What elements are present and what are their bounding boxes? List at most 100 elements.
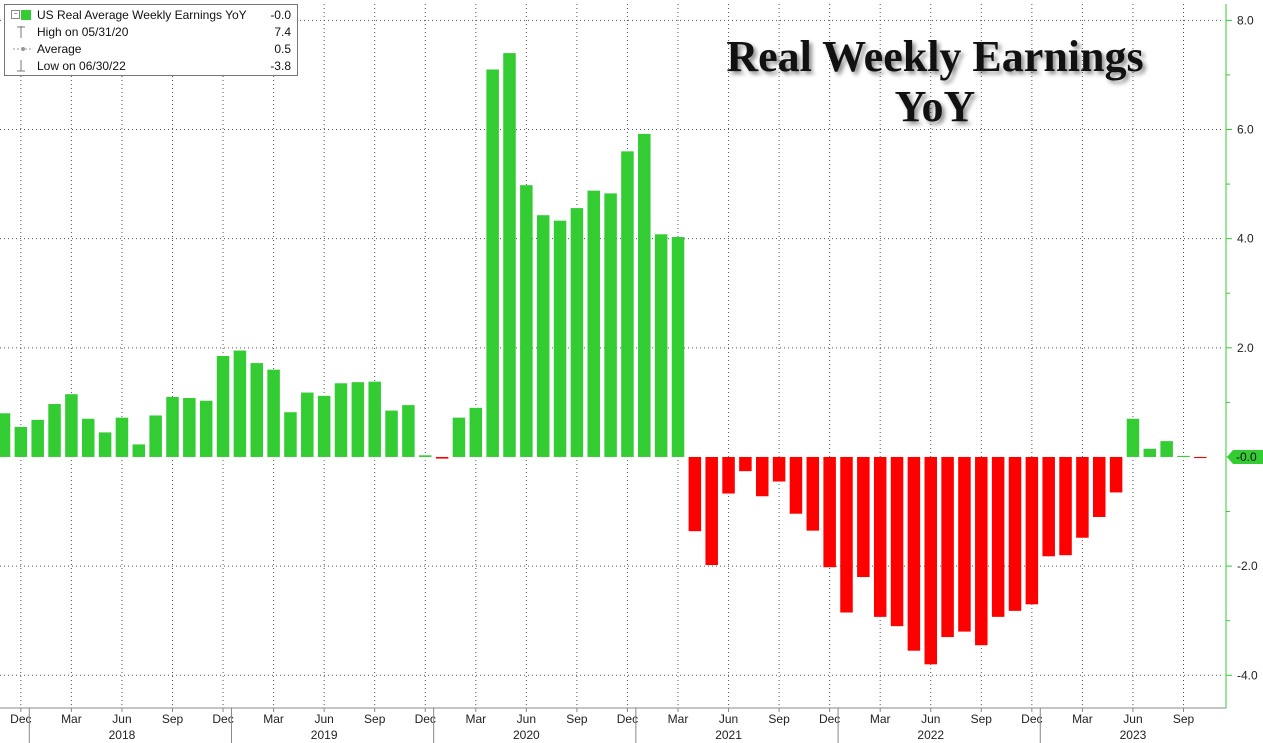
x-year-label: 2018	[109, 728, 136, 742]
bar	[638, 133, 651, 457]
bar	[958, 456, 971, 632]
x-tick-label: Mar	[668, 712, 689, 726]
legend-high-label: High on 05/31/20	[37, 25, 129, 39]
bar	[435, 456, 449, 459]
x-tick-label: Jun	[112, 712, 131, 726]
chart-title-line-1: Real Weekly Earnings	[726, 32, 1144, 81]
legend-series-value: -0.0	[270, 8, 291, 22]
bar	[132, 444, 146, 457]
bar	[941, 456, 954, 638]
bar	[267, 369, 280, 457]
green-swatch-icon	[21, 10, 31, 20]
bar	[772, 456, 786, 482]
bar	[654, 234, 668, 457]
bar	[705, 456, 718, 566]
bar	[924, 456, 937, 665]
y-tick-label: 4.0	[1237, 232, 1254, 246]
bar	[890, 456, 904, 627]
legend-high-row: High on 05/31/20 7.4	[11, 24, 291, 40]
bar	[402, 405, 415, 457]
bar	[317, 395, 331, 457]
y-tick-label: -2.0	[1237, 559, 1258, 573]
legend-low-label: Low on 06/30/22	[37, 59, 126, 73]
bar	[1160, 441, 1173, 457]
x-tick-label: Sep	[566, 712, 588, 726]
x-tick-label: Jun	[1123, 712, 1142, 726]
x-year-label: 2021	[715, 728, 742, 742]
low-marker-icon	[11, 58, 35, 74]
bar	[183, 398, 196, 457]
bar	[0, 413, 11, 457]
legend-average-row: Average 0.5	[11, 41, 291, 57]
y-tick-label: 2.0	[1237, 341, 1254, 355]
bar	[604, 193, 617, 457]
last-value-tag	[1227, 449, 1263, 464]
bar	[385, 410, 398, 457]
x-year-label: 2020	[513, 728, 540, 742]
bar	[688, 456, 702, 532]
bar	[756, 456, 769, 497]
bar	[216, 356, 230, 457]
bar	[149, 415, 162, 457]
x-tick-label: Sep	[364, 712, 386, 726]
x-tick-label: Sep	[768, 712, 790, 726]
bar	[284, 412, 297, 457]
bar	[1008, 456, 1022, 611]
bar	[48, 404, 61, 457]
bar	[351, 382, 365, 457]
bar	[233, 350, 247, 457]
bar	[1177, 455, 1190, 457]
bar	[1042, 456, 1055, 557]
collapse-icon[interactable]: −	[11, 10, 20, 19]
x-tick-label: Mar	[61, 712, 82, 726]
x-tick-label: Dec	[212, 712, 233, 726]
bar	[789, 456, 803, 514]
bar	[31, 419, 44, 457]
x-tick-label: Jun	[517, 712, 536, 726]
bar	[82, 418, 95, 457]
bar	[1109, 456, 1123, 493]
x-tick-label: Mar	[870, 712, 891, 726]
bar	[250, 363, 263, 457]
bar	[991, 456, 1005, 617]
x-tick-label: Mar	[465, 712, 486, 726]
bar	[587, 190, 600, 457]
bar	[553, 220, 567, 457]
bar	[907, 456, 921, 651]
y-tick-label: -4.0	[1237, 668, 1258, 682]
bar	[536, 215, 550, 457]
bar	[301, 392, 314, 457]
x-tick-label: Jun	[921, 712, 940, 726]
bar	[14, 426, 28, 457]
legend-low-row: Low on 06/30/22 -3.8	[11, 58, 291, 74]
bar	[503, 53, 516, 457]
x-year-label: 2023	[1120, 728, 1147, 742]
bar	[840, 456, 853, 613]
bar	[469, 407, 483, 457]
bar	[115, 417, 129, 457]
x-year-label: 2019	[311, 728, 338, 742]
y-tick-label: 6.0	[1237, 123, 1254, 137]
bar	[1143, 448, 1157, 457]
bar	[722, 456, 735, 494]
bar	[1194, 456, 1207, 459]
high-marker-icon	[11, 24, 35, 40]
bar	[739, 456, 752, 472]
legend-series-row: − US Real Average Weekly Earnings YoY -0…	[11, 7, 291, 23]
legend-series-label: US Real Average Weekly Earnings YoY	[37, 8, 247, 22]
chart-title: Real Weekly Earnings YoY	[660, 32, 1210, 132]
bar	[1076, 456, 1089, 538]
bar	[570, 208, 584, 457]
y-tick-label: 8.0	[1237, 13, 1254, 27]
bar	[520, 185, 533, 457]
x-tick-label: Dec	[617, 712, 638, 726]
bar	[975, 456, 988, 646]
x-year-label: 2022	[917, 728, 944, 742]
bar	[486, 69, 499, 457]
x-tick-label: Mar	[1072, 712, 1093, 726]
bar	[419, 455, 432, 457]
bar	[368, 381, 381, 457]
x-tick-label: Sep	[971, 712, 993, 726]
x-tick-label: Dec	[415, 712, 436, 726]
